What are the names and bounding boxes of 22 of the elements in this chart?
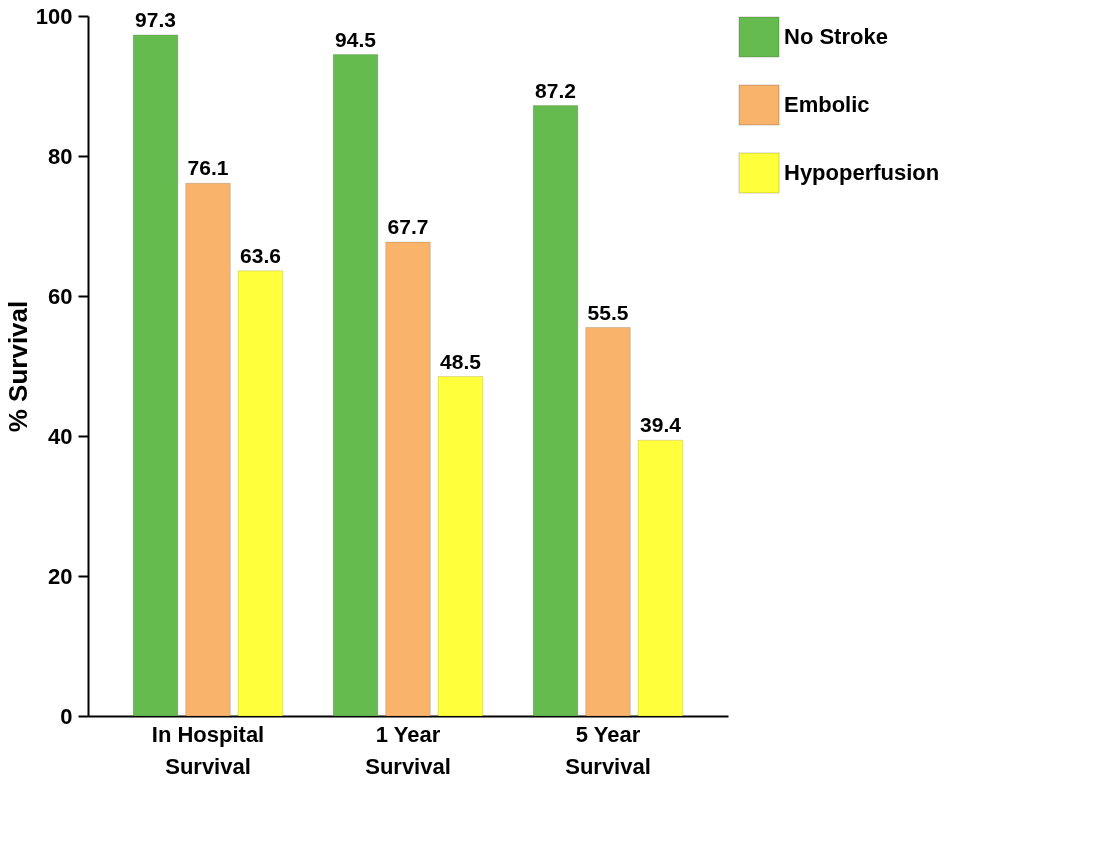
data-label: 39.4 bbox=[640, 413, 682, 437]
y-axis-title: % Survival bbox=[2, 300, 33, 433]
x-tick-label: 1 Year Survival bbox=[365, 721, 451, 779]
data-label: 87.2 bbox=[535, 78, 576, 102]
data-label: 63.6 bbox=[240, 243, 281, 267]
x-tick-label: In Hospital Survival bbox=[151, 721, 265, 779]
y-tick-label: 40 bbox=[48, 423, 73, 449]
legend-label: Embolic bbox=[784, 92, 870, 117]
x-tick-label: 5 Year Survival bbox=[565, 721, 651, 779]
data-label: 55.5 bbox=[587, 300, 629, 324]
y-tick-label: 0 bbox=[60, 703, 73, 729]
y-tick-label: 20 bbox=[48, 563, 73, 589]
legend-label: No Stroke bbox=[784, 24, 888, 49]
data-label: 76.1 bbox=[187, 156, 229, 180]
data-label: 67.7 bbox=[387, 215, 429, 239]
y-tick-label: 100 bbox=[35, 3, 73, 29]
data-label: 94.5 bbox=[335, 27, 377, 51]
legend-label: Hypoperfusion bbox=[784, 160, 940, 185]
data-label: 97.3 bbox=[135, 7, 176, 31]
y-tick-label: 60 bbox=[48, 283, 73, 309]
y-tick-label: 80 bbox=[48, 143, 73, 169]
data-label: 48.5 bbox=[440, 349, 482, 373]
